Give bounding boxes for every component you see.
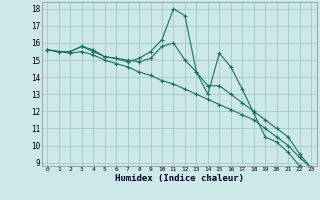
X-axis label: Humidex (Indice chaleur): Humidex (Indice chaleur)	[115, 174, 244, 183]
